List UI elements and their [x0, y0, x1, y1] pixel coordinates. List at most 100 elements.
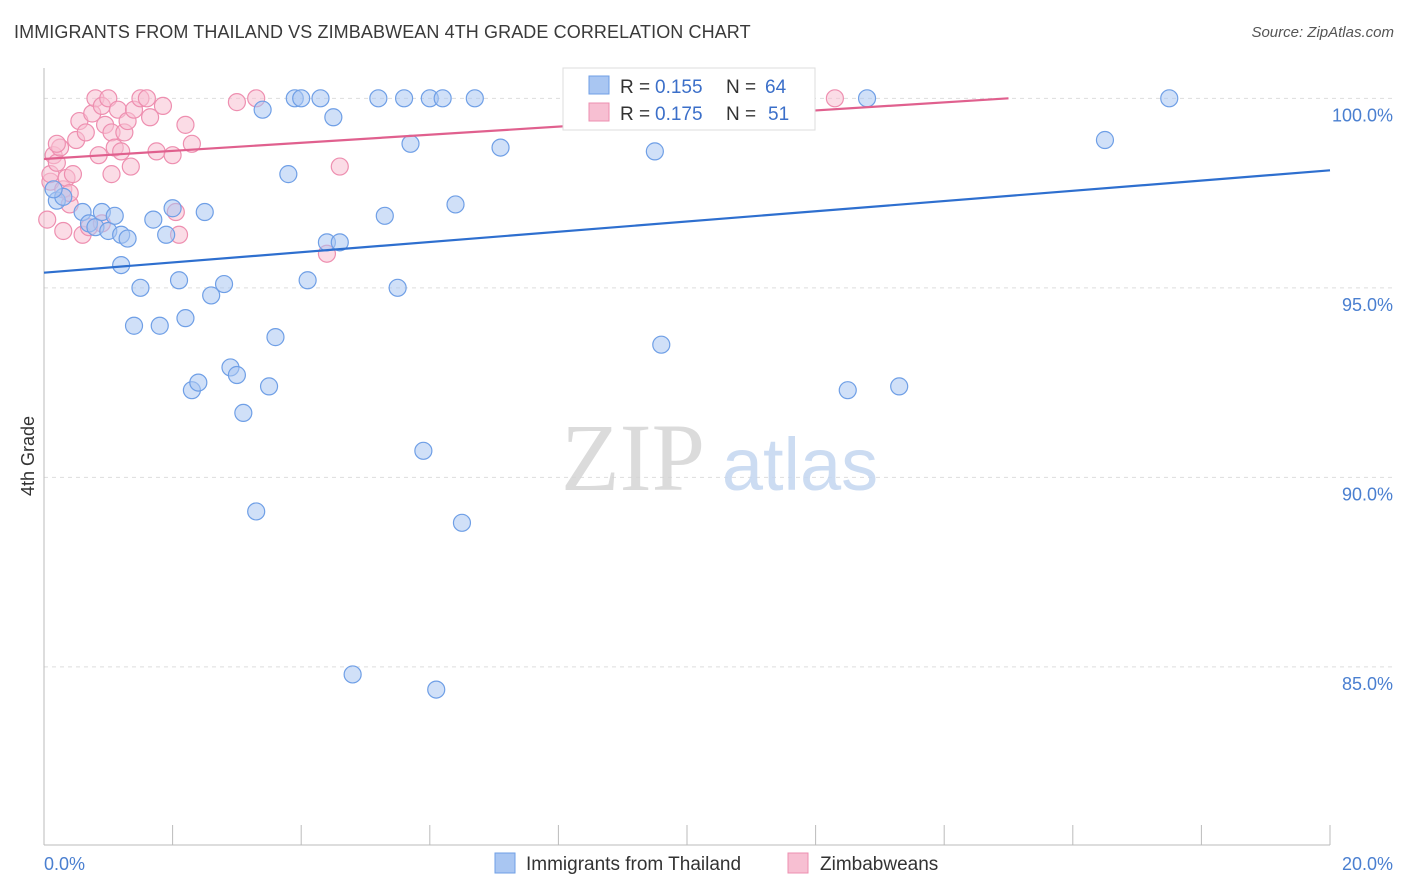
watermark: ZIP atlas: [561, 404, 878, 511]
data-point-s1-46: [825, 89, 844, 108]
legend-r-value-thailand: 0.155: [655, 77, 703, 98]
data-point-s0-63: [44, 180, 63, 199]
legend-n-label-zimbabwe: N =: [726, 104, 756, 125]
x-tick-label-0: 0.0%: [44, 854, 85, 874]
data-point-s0-35: [311, 89, 330, 108]
data-point-s1-35: [163, 146, 182, 165]
legend-n-value-zimbabwe: 51: [768, 104, 789, 125]
y-axis-title: 4th Grade: [18, 416, 38, 496]
data-point-s0-39: [343, 665, 362, 684]
watermark-zip: ZIP: [561, 404, 705, 511]
legend-r-value-zimbabwe: 0.175: [655, 104, 703, 125]
series-legend: Immigrants from Thailand Zimbabweans: [494, 852, 938, 875]
data-point-s1-48: [47, 134, 66, 153]
data-point-s1-43: [330, 157, 349, 176]
series-legend-label-zimbabwe: Zimbabweans: [820, 854, 938, 875]
data-point-s1-40: [227, 93, 246, 112]
data-point-s0-14: [150, 316, 169, 335]
data-point-s0-49: [446, 195, 465, 214]
data-point-s1-50: [102, 165, 121, 184]
data-point-s0-31: [279, 165, 298, 184]
data-point-s0-27: [247, 502, 266, 521]
data-point-s0-40: [369, 89, 388, 108]
legend-swatch-zimbabwe: [588, 102, 610, 122]
grid-lines: [44, 97, 1395, 668]
data-point-s1-34: [153, 96, 173, 116]
data-point-s1-25: [112, 142, 131, 161]
chart-title: IMMIGRANTS FROM THAILAND VS ZIMBABWEAN 4…: [14, 22, 751, 42]
data-point-s1-39: [182, 134, 201, 153]
data-point-s0-17: [169, 271, 189, 290]
data-point-s1-7: [54, 221, 73, 241]
data-points: [38, 89, 1179, 699]
data-point-s0-18: [176, 309, 195, 328]
legend-r-label-thailand: R =: [620, 77, 650, 98]
data-point-s1-0: [38, 210, 57, 229]
data-point-s1-38: [176, 115, 195, 134]
data-point-s0-44: [401, 134, 420, 153]
watermark-atlas: atlas: [722, 423, 878, 506]
data-point-s0-10: [118, 229, 137, 248]
y-tick-label-2: 90.0%: [1342, 484, 1393, 504]
data-point-s0-48: [433, 89, 452, 108]
data-point-s0-61: [1095, 130, 1115, 150]
data-point-s0-25: [227, 365, 246, 385]
data-point-s0-20: [189, 373, 208, 392]
data-point-s1-32: [140, 108, 160, 127]
y-tick-label-0: 100.0%: [1332, 105, 1393, 125]
data-point-s0-51: [465, 89, 484, 108]
data-point-s0-21: [195, 202, 214, 222]
data-point-s0-22: [202, 286, 221, 305]
trend-lines: [43, 97, 1331, 274]
data-point-s0-13: [144, 210, 163, 229]
data-point-s1-14: [76, 123, 95, 142]
data-point-s1-10: [63, 165, 83, 184]
axes: [43, 68, 1331, 846]
x-tick-label-1: 20.0%: [1342, 854, 1393, 874]
trend-line-1: [43, 97, 1009, 161]
legend-swatch-thailand: [588, 75, 610, 95]
data-point-s0-41: [375, 206, 394, 225]
data-point-s0-23: [214, 274, 234, 294]
legend-n-label-thailand: N =: [726, 77, 756, 98]
data-point-s0-28: [253, 100, 272, 119]
data-point-s0-38: [330, 233, 349, 252]
data-point-s0-26: [234, 403, 253, 423]
data-point-s0-60: [890, 377, 909, 396]
data-point-s0-45: [414, 441, 433, 460]
data-point-s0-43: [394, 89, 414, 108]
series-legend-swatch-thailand: [494, 852, 516, 874]
data-point-s0-34: [298, 271, 317, 290]
y-tick-label-3: 85.0%: [1342, 674, 1393, 694]
data-point-s0-12: [124, 316, 144, 335]
data-point-s0-37: [324, 108, 343, 127]
data-point-s0-15: [157, 225, 176, 244]
data-point-s0-52: [491, 138, 510, 157]
data-point-s0-55: [652, 335, 671, 354]
legend-n-value-thailand: 64: [765, 77, 787, 98]
series-legend-label-thailand: Immigrants from Thailand: [526, 854, 741, 875]
data-point-s0-29: [259, 377, 279, 396]
trend-line-0: [43, 169, 1331, 274]
data-point-s0-30: [266, 328, 285, 347]
stats-legend: R = 0.155 N = 64 R = 0.175 N = 51: [562, 67, 816, 131]
data-point-s0-62: [1160, 89, 1179, 108]
data-point-s1-31: [137, 89, 156, 108]
data-point-s0-47: [427, 680, 446, 699]
data-point-s0-50: [452, 513, 472, 532]
data-point-s0-33: [292, 89, 311, 108]
data-point-s0-11: [131, 278, 150, 297]
data-point-s0-16: [163, 199, 182, 218]
legend-r-label-zimbabwe: R =: [620, 104, 650, 125]
y-tick-label-1: 95.0%: [1342, 295, 1393, 315]
data-point-s0-7: [105, 206, 124, 225]
chart-source: Source: ZipAtlas.com: [1251, 24, 1394, 41]
tick-labels: 100.0% 95.0% 90.0% 85.0% 0.0% 20.0%: [44, 105, 1393, 874]
data-point-s1-28: [121, 157, 140, 176]
data-point-s0-59: [857, 89, 877, 108]
data-point-s0-58: [838, 381, 857, 400]
series-legend-swatch-zimbabwe: [787, 852, 809, 874]
data-point-s0-54: [645, 142, 664, 161]
data-point-s0-42: [388, 278, 407, 297]
